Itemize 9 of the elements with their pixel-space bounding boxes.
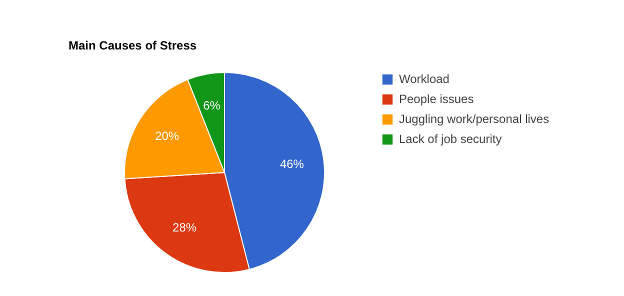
legend-label: People issues [399, 92, 474, 106]
legend-label: Lack of job security [399, 132, 502, 146]
chart-title: Main Causes of Stress [68, 38, 197, 52]
legend-label: Workload [399, 72, 450, 86]
data-label: 46% [280, 156, 304, 171]
data-label: 6% [203, 98, 221, 113]
data-label: 28% [172, 220, 197, 235]
data-label: 20% [155, 129, 180, 144]
legend-label: Juggling work/personal lives [399, 112, 550, 126]
